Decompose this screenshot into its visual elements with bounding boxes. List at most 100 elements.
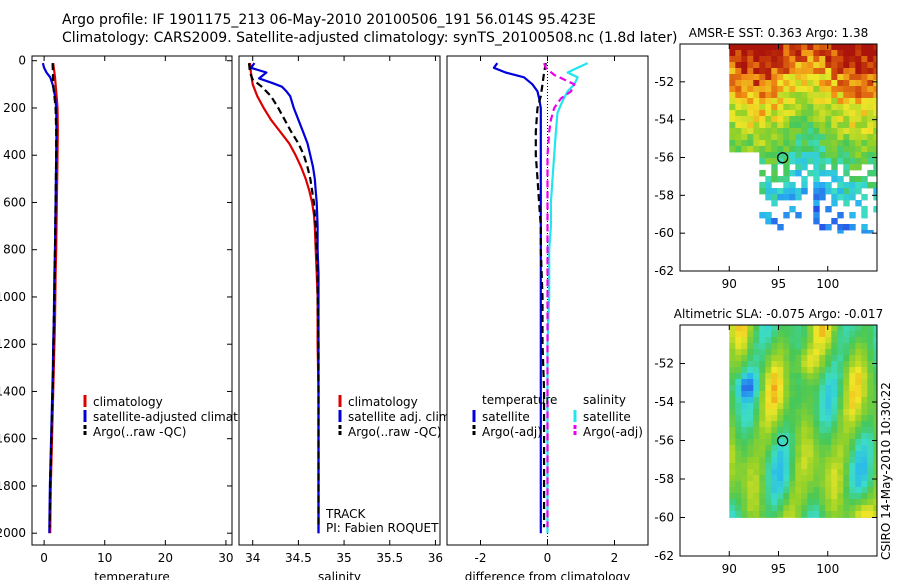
sla-map-cell (729, 379, 736, 386)
sla-map-cell (837, 361, 844, 368)
sla-map-cell (861, 481, 868, 488)
sst-map-cell (861, 86, 868, 93)
sst-map-cell (855, 74, 862, 81)
sla-map-cell (729, 517, 736, 518)
sla-map-cell (837, 349, 844, 356)
sla-map-cell (771, 421, 778, 428)
sst-map-cell (813, 56, 820, 63)
sla-map-cell (741, 505, 748, 512)
sla-map-cell (741, 391, 748, 398)
sst-map-cell (771, 146, 778, 153)
sst-map-cell (741, 134, 748, 141)
sla-map-cell (807, 445, 814, 452)
sla-map-cell (765, 361, 772, 368)
sla-map-cell (819, 427, 826, 434)
sla-map-cell (753, 475, 760, 482)
sst-map-cell (807, 62, 814, 69)
sst-map-title: AMSR-E SST: 0.363 Argo: 1.38 (689, 26, 869, 40)
sla-map-cell (783, 373, 790, 380)
sst-map-cell (771, 176, 778, 183)
sst-map-cell (753, 104, 760, 111)
sst-map-cell (837, 224, 844, 231)
sla-map-cell (783, 511, 790, 518)
temperature-ytick-label: 1400 (0, 384, 26, 398)
sst-map-cell (873, 62, 878, 69)
sst-map-cell (825, 62, 832, 69)
sla-map-cell (831, 433, 838, 440)
sla-map-cell (825, 481, 832, 488)
sst-map-cell (747, 110, 754, 117)
sla-map-cell (735, 445, 742, 452)
sla-map-cell (867, 325, 874, 332)
sst-map-cell (735, 68, 742, 75)
sla-map-cell (765, 439, 772, 446)
sst-map-cell (843, 146, 850, 153)
sst-map-cell (831, 146, 838, 153)
sla-map-cell (825, 421, 832, 428)
sst-map-cell (777, 152, 784, 159)
sla-map-cell (843, 505, 850, 512)
sla-map-cell (741, 487, 748, 494)
sla-map-cell (759, 487, 766, 494)
sst-map-cell (783, 44, 790, 51)
sla-map-cell (801, 463, 808, 470)
sla-map-cell (759, 475, 766, 482)
sla-map-cell (741, 439, 748, 446)
sst-map-cell (819, 50, 826, 57)
sla-map-cell (855, 457, 862, 464)
sst-map-cell (861, 56, 868, 63)
sla-map-cell (873, 421, 878, 428)
sst-map-cell (867, 74, 874, 81)
sla-map-cell (825, 439, 832, 446)
sla-map-cell (759, 367, 766, 374)
sla-map-cell (801, 337, 808, 344)
sst-map-cell (813, 74, 820, 81)
sst-map-cell (861, 68, 868, 75)
sla-map-cell (783, 451, 790, 458)
sst-map-cell (837, 50, 844, 57)
sla-map-cell (873, 379, 878, 386)
sla-map-cell (861, 391, 868, 398)
temperature-xtick-label: 0 (40, 551, 48, 565)
sla-map-cell (765, 505, 772, 512)
sla-map-cell (783, 385, 790, 392)
sla-map-cell (813, 391, 820, 398)
sla-map-cell (873, 505, 878, 512)
sla-map-cell (843, 361, 850, 368)
sla-map-cell (861, 517, 868, 518)
sla-map-cell (837, 421, 844, 428)
sla-map-cell (825, 415, 832, 422)
sst-map-cell (765, 194, 772, 201)
sla-map-cell (729, 325, 736, 332)
sla-map-cell (801, 343, 808, 350)
sst-map-cell (747, 146, 754, 153)
sst-map-cell (825, 158, 832, 165)
sla-map-cell (765, 451, 772, 458)
sst-map-cell (849, 140, 856, 147)
temperature-ytick-label: 600 (3, 195, 26, 209)
sla-map-cell (855, 385, 862, 392)
sla-map-cell (801, 361, 808, 368)
sla-map-cell (783, 397, 790, 404)
sla-map-cell (759, 427, 766, 434)
sla-map-cell (735, 325, 742, 332)
sla-map-cell (813, 361, 820, 368)
sst-map-cell (747, 122, 754, 129)
sst-map-cell (777, 158, 784, 165)
sst-map-cell (777, 128, 784, 135)
sst-map-cell (813, 80, 820, 87)
sst-map-cell (729, 104, 736, 111)
sla-map-cell (813, 493, 820, 500)
sla-map-cell (819, 397, 826, 404)
sla-map-cell (795, 421, 802, 428)
sla-map-cell (867, 367, 874, 374)
sla-map-cell (771, 385, 778, 392)
sla-map-cell (831, 403, 838, 410)
sst-map-cell (873, 164, 878, 171)
sla-map-cell (729, 385, 736, 392)
sst-map-cell (771, 56, 778, 63)
sla-map-cell (747, 457, 754, 464)
difference-xlabel: difference from climatology (465, 570, 631, 580)
sst-map-cell (861, 110, 868, 117)
sla-map-cell (765, 511, 772, 518)
